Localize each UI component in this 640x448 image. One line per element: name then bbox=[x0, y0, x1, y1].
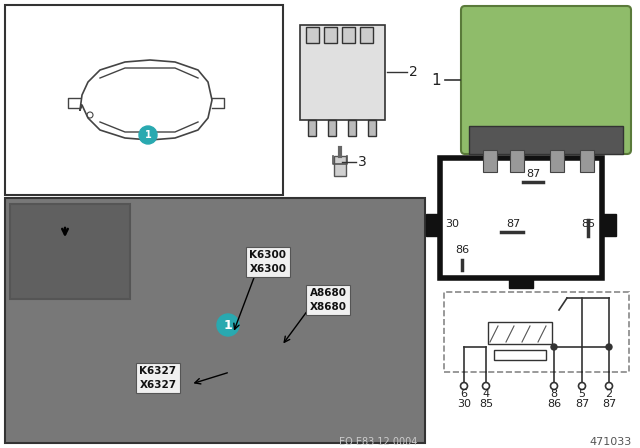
Text: 5: 5 bbox=[579, 389, 586, 399]
Bar bbox=[300, 25, 385, 120]
Bar bbox=[5, 5, 283, 195]
Bar bbox=[426, 214, 440, 236]
Bar bbox=[550, 150, 564, 172]
Bar bbox=[334, 156, 346, 176]
Bar bbox=[444, 292, 629, 372]
Bar bbox=[342, 27, 355, 43]
Bar bbox=[494, 350, 546, 360]
Text: 1: 1 bbox=[223, 319, 232, 332]
Text: 85: 85 bbox=[479, 399, 493, 409]
Text: 87: 87 bbox=[602, 399, 616, 409]
Text: 4: 4 bbox=[483, 389, 490, 399]
Circle shape bbox=[605, 383, 612, 389]
Text: 2: 2 bbox=[605, 389, 612, 399]
Bar bbox=[348, 120, 356, 136]
Text: 1: 1 bbox=[431, 73, 441, 87]
Text: K6300
X6300: K6300 X6300 bbox=[250, 250, 287, 274]
Bar bbox=[360, 27, 373, 43]
Bar bbox=[483, 150, 497, 172]
Text: 6: 6 bbox=[461, 389, 467, 399]
Text: 87: 87 bbox=[526, 169, 540, 179]
Text: 3: 3 bbox=[358, 155, 367, 169]
Bar bbox=[509, 278, 533, 288]
FancyBboxPatch shape bbox=[461, 6, 631, 154]
Circle shape bbox=[461, 383, 467, 389]
Bar bbox=[488, 322, 552, 344]
Bar bbox=[5, 198, 425, 443]
Bar bbox=[580, 150, 594, 172]
Bar bbox=[510, 150, 524, 172]
Circle shape bbox=[579, 383, 586, 389]
Bar bbox=[324, 27, 337, 43]
Bar bbox=[368, 120, 376, 136]
Bar bbox=[469, 126, 623, 154]
Bar bbox=[440, 158, 602, 278]
Text: 30: 30 bbox=[457, 399, 471, 409]
Text: 86: 86 bbox=[547, 399, 561, 409]
Text: A8680
X8680: A8680 X8680 bbox=[310, 289, 346, 312]
Text: 30: 30 bbox=[445, 219, 459, 229]
Text: 87: 87 bbox=[506, 219, 520, 229]
Text: K6327
X6327: K6327 X6327 bbox=[140, 366, 177, 390]
Circle shape bbox=[550, 383, 557, 389]
Bar bbox=[328, 120, 336, 136]
Bar bbox=[602, 214, 616, 236]
Text: 2: 2 bbox=[409, 65, 418, 79]
Text: 85: 85 bbox=[581, 219, 595, 229]
Bar bbox=[10, 204, 130, 299]
Text: 1: 1 bbox=[145, 130, 152, 140]
Circle shape bbox=[483, 383, 490, 389]
Text: 87: 87 bbox=[575, 399, 589, 409]
Text: 86: 86 bbox=[455, 245, 469, 255]
Circle shape bbox=[606, 344, 612, 350]
Text: 8: 8 bbox=[550, 389, 557, 399]
Circle shape bbox=[217, 314, 239, 336]
Circle shape bbox=[551, 344, 557, 350]
Text: EO E83 12 0004: EO E83 12 0004 bbox=[339, 437, 417, 447]
Text: 471033: 471033 bbox=[589, 437, 632, 447]
Bar bbox=[308, 120, 316, 136]
Bar bbox=[306, 27, 319, 43]
Circle shape bbox=[139, 126, 157, 144]
